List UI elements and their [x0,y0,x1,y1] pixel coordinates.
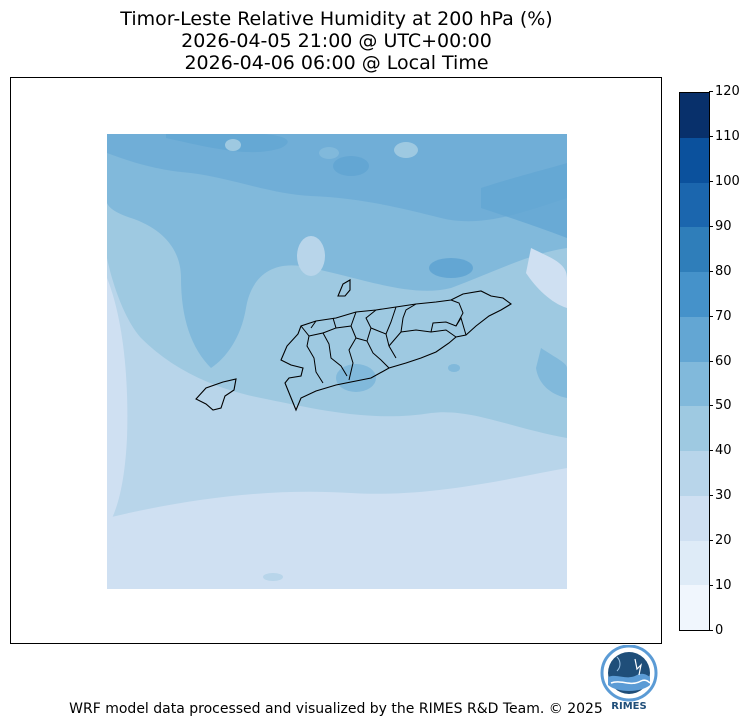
colorbar-segment [680,361,709,407]
district-boundary [385,306,397,335]
humidity-blob-3 [429,258,473,278]
colorbar-tick-label: 20 [709,533,732,549]
map-title-line-3: 2026-04-06 06:00 @ Local Time [184,52,489,74]
humidity-region-right-dark [536,348,567,398]
district-boundary [348,325,357,381]
colorbar-tick-label: 30 [709,488,732,504]
colorbar-segment [680,495,709,541]
humidity-blob-11 [263,573,283,581]
colorbar-segment [680,226,709,272]
colorbar-segment [680,405,709,451]
humidity-region-left [107,278,128,528]
oecusse-outline [195,378,237,411]
colorbar-tick-text: 60 [715,353,732,369]
colorbar-tick-text: 80 [715,263,732,279]
colorbar-tick-label: 120 [709,84,740,99]
map-title-line-2: 2026-04-05 21:00 @ UTC+00:00 [181,30,492,52]
map-title-line-1: Timor-Leste Relative Humidity at 200 hPa… [120,8,553,30]
humidity-blob-9 [336,364,376,392]
district-boundary [355,337,390,369]
district-boundary [365,309,377,342]
colorbar-tick-text: 0 [715,623,724,638]
rimes-logo-graphic: RIMES [600,644,658,712]
humidity-blob-8 [394,142,418,158]
colorbar-segment [680,271,709,317]
rimes-logo: RIMES [597,644,661,713]
colorbar-segment [680,584,709,630]
humidity-region-right-light [526,248,567,308]
rimes-logo-text: RIMES [611,701,646,712]
district-boundary [388,331,402,347]
colorbar-tick-label: 110 [709,128,740,144]
colorbar-tick-text: 110 [715,128,740,144]
colorbar-tick-text: 90 [715,218,732,234]
footer-credit: WRF model data processed and visualized … [69,701,603,717]
colorbar-tick-text: 10 [715,578,732,594]
colorbar-tick-text: 20 [715,533,732,549]
district-boundary [400,303,417,333]
district-boundary [300,325,324,384]
colorbar-tick-label: 10 [709,578,732,594]
colorbar-segment [680,540,709,586]
district-boundary [310,320,317,329]
colorbar-tick-text: 30 [715,488,732,504]
humidity-map [107,134,567,589]
colorbar-segment [680,92,709,138]
humidity-blob-5 [319,147,339,159]
colorbar-tick-label: 40 [709,443,732,459]
district-boundary [450,299,464,327]
humidity-blob-6 [297,236,325,276]
colorbar-tick-text: 100 [715,173,740,189]
colorbar-tick-label: 80 [709,263,732,279]
colorbar [679,92,710,631]
timor-leste-outline [280,290,512,412]
district-boundary [370,327,397,359]
humidity-blob-2 [481,163,567,238]
colorbar-segment [680,450,709,496]
district-boundary [308,332,348,377]
humidity-region-higher [107,134,567,222]
colorbar-tick-label: 0 [708,623,724,638]
district-boundary [430,316,467,336]
colorbar-tick-label: 70 [709,308,732,324]
humidity-blob-7 [225,139,241,151]
colorbar-tick-label: 100 [709,173,740,189]
atauro-outline [337,279,351,297]
colorbar-segment [680,182,709,228]
humidity-blob-4 [333,156,369,176]
colorbar-tick-label: 90 [709,218,732,234]
map-frame: RIMES [10,77,662,712]
colorbar-tick-label: 60 [709,353,732,369]
humidity-region-low-2 [107,537,567,589]
colorbar-tick-label: 50 [709,398,732,414]
colorbar-segment [680,316,709,362]
colorbar-tick-text: 120 [715,84,740,99]
humidity-blob-10 [448,364,460,372]
colorbar-tick-text: 40 [715,443,732,459]
colorbar-segment [680,137,709,183]
colorbar-tick-text: 50 [715,398,732,414]
colorbar-tick-text: 70 [715,308,732,324]
